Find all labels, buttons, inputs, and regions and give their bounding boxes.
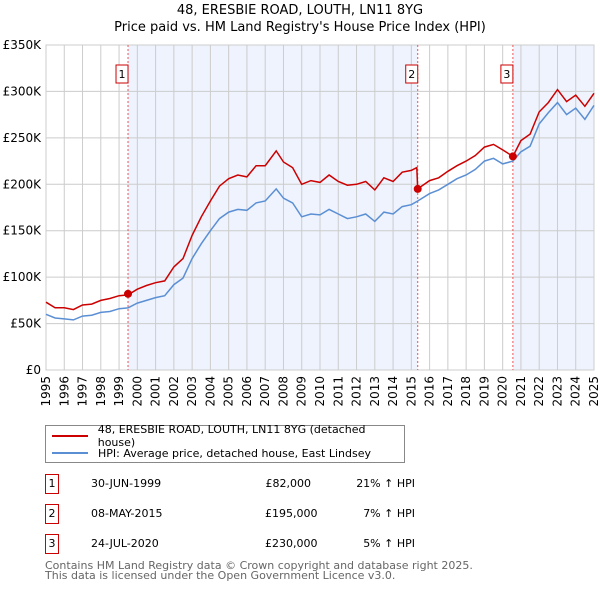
x-tick-label: 2008	[276, 376, 290, 407]
sale-date: 24-JUL-2020	[91, 537, 159, 550]
x-tick-label: 2001	[149, 376, 163, 407]
x-tick-label: 2006	[240, 376, 254, 407]
sale-hpi-diff: 7% ↑ HPI	[363, 507, 415, 520]
x-tick-label: 2012	[350, 376, 364, 407]
x-tick-label: 2017	[441, 376, 455, 407]
sale-marker-label: 1	[45, 474, 59, 494]
sale-marker-box	[500, 64, 514, 84]
y-tick-label: £250K	[3, 131, 43, 145]
chart-title: 48, ERESBIE ROAD, LOUTH, LN11 8YG	[176, 3, 424, 18]
x-tick-label: 2009	[295, 376, 309, 407]
shaded-region	[128, 45, 418, 370]
sale-marker-label: 2	[408, 68, 415, 81]
plot-border	[45, 44, 595, 371]
x-tick-label: 2024	[569, 376, 583, 407]
x-tick-label: 2003	[185, 376, 199, 407]
x-tick-label: 1999	[112, 376, 126, 407]
legend-item-hpi: HPI: Average price, detached house, East…	[52, 446, 371, 460]
sale-row: 2 08-MAY-2015 £195,000 7% ↑ HPI	[45, 504, 445, 524]
legend-label: 48, ERESBIE ROAD, LOUTH, LN11 8YG (detac…	[97, 423, 366, 449]
x-tick-label: 2018	[459, 376, 473, 407]
sale-marker-label: 2	[45, 504, 59, 524]
x-tick-label: 2019	[477, 376, 491, 407]
sale-marker-box	[115, 64, 129, 84]
sale-hpi-diff: 5% ↑ HPI	[363, 537, 415, 550]
sale-point	[413, 184, 422, 193]
hpi-line	[45, 101, 595, 321]
x-tick-label: 2011	[331, 376, 345, 407]
shaded-region	[512, 45, 594, 370]
sale-date: 08-MAY-2015	[91, 507, 163, 520]
y-tick-label: £0	[26, 363, 41, 377]
x-tick-label: 2014	[386, 376, 400, 407]
x-tick-label: 1997	[76, 376, 90, 407]
x-tick-label: 2000	[130, 376, 144, 407]
y-tick-label: £50K	[10, 317, 42, 331]
legend-item-property: 48, ERESBIE ROAD, LOUTH, LN11 8YG (detac…	[52, 423, 404, 449]
x-tick-label: 2020	[496, 376, 510, 407]
sale-row: 1 30-JUN-1999 £82,000 21% ↑ HPI	[45, 474, 445, 494]
x-tick-label: 2005	[222, 376, 236, 407]
y-tick-label: £350K	[3, 38, 43, 52]
sale-marker-box	[405, 64, 419, 84]
y-tick-label: £300K	[3, 84, 43, 98]
x-tick-label: 2016	[423, 376, 437, 407]
x-tick-label: 1998	[94, 376, 108, 407]
x-tick-label: 1996	[57, 376, 71, 407]
chart-subtitle: Price paid vs. HM Land Registry's House …	[114, 20, 486, 35]
plot-area: 1995 1996 1997 1998 1999 2000 2001 2002 2003 2004…	[3, 38, 600, 407]
legend: 48, ERESBIE ROAD, LOUTH, LN11 8YG (detac…	[45, 423, 405, 463]
x-tick-label: 2025	[587, 376, 600, 407]
footer-line: This data is licensed under the Open Gov…	[45, 569, 396, 582]
sale-point	[124, 289, 133, 298]
sale-price: £195,000	[265, 507, 318, 520]
x-tick-label: 2013	[368, 376, 382, 407]
footer: Contains HM Land Registry data © Crown c…	[45, 559, 473, 582]
x-tick-label: 2021	[514, 376, 528, 407]
sale-hpi-diff: 21% ↑ HPI	[356, 477, 415, 490]
sale-marker-label: 3	[503, 68, 510, 81]
legend-swatch-blue	[52, 452, 88, 454]
sale-price: £82,000	[265, 477, 312, 490]
y-tick-label: £200K	[3, 177, 43, 191]
sale-date: 30-JUN-1999	[91, 477, 162, 490]
x-tick-label: 2022	[532, 376, 546, 407]
legend-label: HPI: Average price, detached house, East…	[98, 446, 372, 460]
sale-price: £230,000	[265, 537, 318, 550]
sale-marker-label: 1	[119, 68, 126, 81]
sale-marker-label: 3	[45, 534, 59, 554]
x-tick-label: 2015	[404, 376, 418, 407]
x-tick-label: 1995	[39, 376, 53, 407]
legend-swatch-red	[52, 435, 88, 437]
sale-row: 3 24-JUL-2020 £230,000 5% ↑ HPI	[45, 534, 445, 554]
sale-point	[508, 152, 517, 161]
x-tick-label: 2002	[167, 376, 181, 407]
footer-line: Contains HM Land Registry data © Crown c…	[45, 559, 473, 572]
y-tick-label: £150K	[3, 224, 43, 238]
x-tick-label: 2023	[550, 376, 564, 407]
price-paid-line	[45, 88, 595, 311]
x-tick-label: 2010	[313, 376, 327, 407]
x-tick-label: 2007	[258, 376, 272, 407]
x-tick-label: 2004	[203, 376, 217, 407]
y-tick-label: £100K	[3, 270, 43, 284]
